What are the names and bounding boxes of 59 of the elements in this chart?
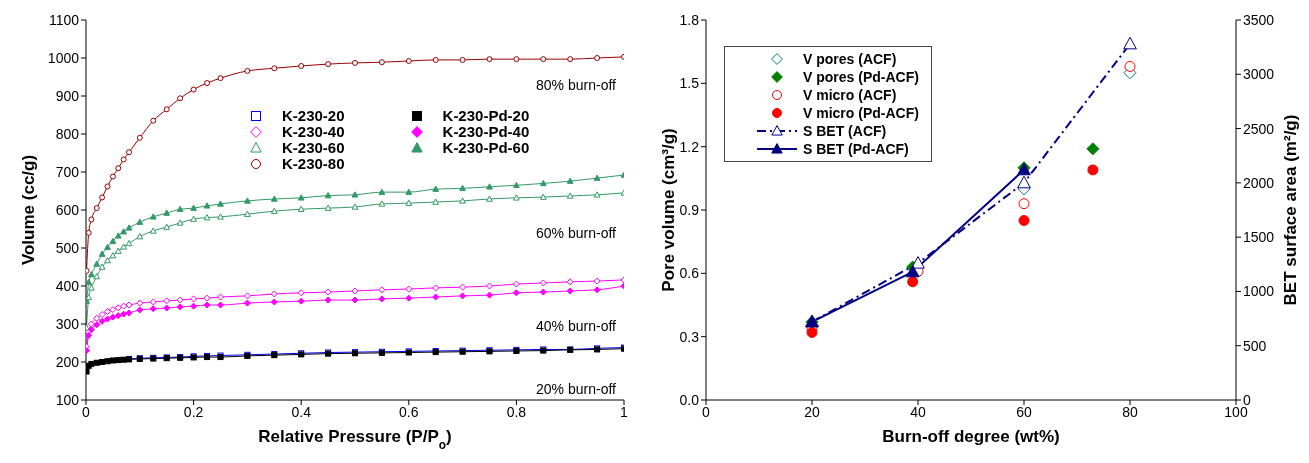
y-tick-label: 300 — [55, 315, 80, 332]
annotation: 20% burn-off — [536, 381, 617, 397]
y-tick-label: 1.5 — [679, 75, 700, 92]
legend-label: K-230-Pd-20 — [442, 107, 530, 124]
legend-label: V pores (Pd-ACF) — [803, 69, 919, 85]
y2-tick-label: 1000 — [1243, 283, 1275, 300]
y-axis-title: Volume (cc/g) — [18, 154, 38, 266]
y-tick-label: 600 — [55, 201, 80, 218]
x-tick-label: 0.8 — [506, 403, 527, 420]
y2-tick-label: 2500 — [1243, 120, 1275, 137]
y2-tick-label: 500 — [1243, 337, 1267, 354]
legend-label: K-230-40 — [282, 123, 345, 140]
y-tick-label: 1000 — [47, 49, 80, 66]
x-tick-label: 80 — [1122, 403, 1138, 420]
y-tick-label: 1.8 — [679, 11, 700, 28]
x-tick-label: 60 — [1016, 403, 1032, 420]
x-tick-label: 40 — [910, 403, 926, 420]
legend-label: V pores (ACF) — [803, 51, 897, 67]
x-tick-label: 1 — [620, 403, 629, 420]
y-tick-label: 200 — [55, 353, 80, 370]
legend-label: S BET (Pd-ACF) — [803, 141, 909, 157]
y-tick-label: 100 — [55, 391, 80, 408]
x-tick-label: 0 — [702, 403, 711, 420]
legend-label: S BET (ACF) — [803, 123, 887, 139]
x-axis-title: Relative Pressure (P/P$_{o}$) — [258, 427, 452, 452]
legend-label: K-230-Pd-60 — [442, 139, 530, 156]
y2-axis-title: BET surface area (m²/g) — [1280, 114, 1300, 306]
annotation: 40% burn-off — [536, 318, 617, 334]
y2-tick-label: 1500 — [1243, 229, 1275, 246]
y-tick-label: 0.6 — [679, 265, 700, 282]
legend-label: K-230-60 — [282, 139, 345, 156]
y-tick-label: 0.9 — [679, 201, 700, 218]
x-tick-label: 0.4 — [291, 403, 312, 420]
x-tick-label: 0 — [82, 403, 91, 420]
y-tick-label: 0.0 — [679, 391, 700, 408]
y-tick-label: 1.2 — [679, 138, 700, 155]
y-tick-label: 700 — [55, 163, 80, 180]
legend-label: K-230-Pd-40 — [442, 123, 530, 140]
y-tick-label: 500 — [55, 239, 80, 256]
x-axis-title: Burn-off degree (wt%) — [882, 427, 1060, 446]
y-tick-label: 0.3 — [679, 328, 700, 345]
y-tick-label: 900 — [55, 87, 80, 104]
legend-label: V micro (ACF) — [803, 87, 897, 103]
annotation: 60% burn-off — [536, 225, 617, 241]
y-tick-label: 1100 — [48, 11, 80, 28]
x-tick-label: 20 — [804, 403, 820, 420]
y2-tick-label: 3000 — [1243, 66, 1275, 83]
legend-label: V micro (Pd-ACF) — [803, 105, 919, 121]
y-axis-title: Pore volume (cm³/g) — [658, 128, 678, 292]
y-tick-label: 400 — [55, 277, 80, 294]
y2-tick-label: 2000 — [1243, 174, 1275, 191]
annotation: 80% burn-off — [536, 77, 617, 93]
y2-tick-label: 3500 — [1243, 11, 1275, 28]
y2-tick-label: 0 — [1243, 391, 1251, 408]
x-tick-label: 0.2 — [183, 403, 204, 420]
legend-label: K-230-80 — [282, 155, 345, 172]
legend-label: K-230-20 — [282, 107, 345, 124]
y-tick-label: 800 — [55, 125, 80, 142]
x-tick-label: 0.6 — [399, 403, 419, 420]
